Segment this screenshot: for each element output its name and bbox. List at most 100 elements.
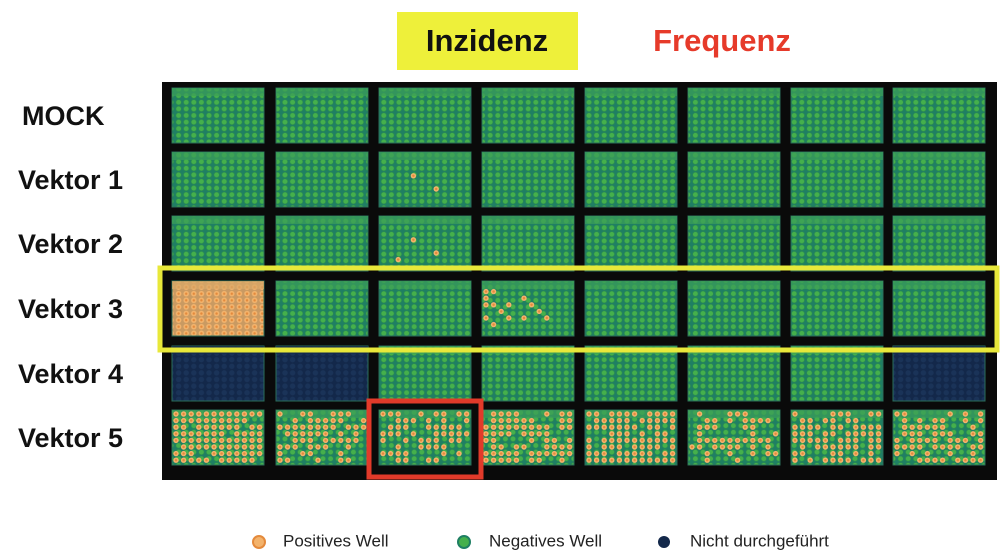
positive-well-core (809, 419, 812, 422)
positive-well-core (744, 426, 747, 429)
plate-header (379, 410, 471, 418)
positive-well-core (979, 432, 982, 435)
positive-well-core (197, 445, 200, 449)
plate (481, 151, 575, 208)
positive-well-core (824, 445, 827, 449)
positive-well-core (182, 445, 185, 449)
positive-well-core (538, 426, 541, 429)
positive-well-core (397, 459, 400, 462)
positive-well-core (625, 452, 629, 455)
positive-well-core (465, 432, 468, 435)
positive-well-core (500, 419, 503, 422)
plate-body (790, 409, 884, 466)
positive-well-core (316, 426, 320, 429)
plate-header (482, 152, 574, 160)
plate (171, 215, 265, 272)
positive-well-core (205, 426, 208, 429)
plate-header (379, 88, 471, 96)
positive-well-core (744, 439, 747, 442)
positive-well-core (847, 439, 850, 442)
positive-well-core (492, 412, 495, 416)
positive-well-core (397, 258, 400, 261)
positive-well-core (258, 439, 261, 442)
positive-well-core (911, 432, 914, 435)
positive-well-core (809, 426, 812, 429)
plate-header (585, 216, 677, 224)
positive-well-core (618, 426, 621, 429)
positive-well-core (182, 459, 185, 462)
positive-well-core (324, 439, 327, 442)
positive-well-core (816, 426, 819, 429)
positive-well-core (721, 445, 724, 449)
positive-well-core (530, 426, 533, 429)
positive-well-core (895, 445, 899, 449)
positive-well-core (389, 432, 392, 435)
positive-well-core (457, 412, 461, 416)
positive-well-core (332, 412, 335, 416)
positive-well-core (339, 439, 342, 442)
positive-well-core (824, 419, 827, 422)
positive-well-core (309, 419, 312, 422)
positive-well-core (309, 412, 312, 416)
positive-well-core (332, 419, 335, 422)
plate-body (584, 409, 678, 466)
positive-well-core (663, 439, 667, 442)
positive-well-core (212, 419, 216, 422)
positive-well-core (713, 445, 716, 449)
positive-well-core (560, 426, 564, 429)
positive-well-core (706, 419, 709, 422)
positive-well-core (530, 303, 533, 306)
positive-well-core (587, 439, 591, 442)
positive-well-core (362, 426, 365, 429)
positive-well-core (949, 439, 952, 442)
plate-body (790, 151, 884, 208)
positive-well-core (347, 459, 350, 462)
positive-well-core (500, 445, 503, 449)
positive-well-core (250, 412, 254, 416)
plate (584, 87, 678, 144)
positive-well-core (610, 419, 613, 422)
positive-well-core (926, 426, 929, 429)
row-label: Vektor 4 (18, 359, 123, 389)
positive-well-core (381, 452, 385, 455)
positive-well-core (484, 432, 488, 435)
positive-well-core (979, 419, 982, 422)
positive-well-core (339, 452, 342, 455)
plate-body (584, 87, 678, 144)
positive-well-core (212, 452, 216, 455)
positive-well-core (648, 452, 651, 455)
positive-well-core (397, 419, 400, 422)
plate-header (482, 410, 574, 418)
positive-well-core (877, 439, 880, 442)
positive-well-core (603, 426, 606, 429)
plate-header (585, 281, 677, 289)
positive-well-core (442, 426, 445, 429)
positive-well-core (751, 452, 754, 455)
plate (171, 409, 265, 466)
positive-well-core (316, 445, 320, 449)
positive-well-core (286, 459, 289, 462)
positive-well-core (831, 452, 835, 455)
positive-well-core (801, 419, 804, 422)
positive-well-core (347, 426, 350, 429)
plate (481, 87, 575, 144)
positive-well-core (671, 412, 674, 416)
plate-header (172, 152, 264, 160)
positive-well-core (610, 426, 613, 429)
positive-well-core (228, 426, 231, 429)
positive-well-core (751, 426, 754, 429)
plate (584, 215, 678, 272)
positive-well-core (235, 432, 238, 435)
positive-well-core (212, 426, 216, 429)
row-label: Vektor 2 (18, 229, 123, 259)
positive-well-core (625, 419, 629, 422)
plate-body (584, 280, 678, 337)
positive-well-core (197, 439, 200, 442)
positive-well-core (250, 426, 254, 429)
plate-body (481, 151, 575, 208)
positive-well-core (774, 452, 777, 455)
plate (790, 345, 884, 402)
plate (687, 215, 781, 272)
positive-well-core (766, 419, 770, 422)
positive-well-core (713, 439, 716, 442)
